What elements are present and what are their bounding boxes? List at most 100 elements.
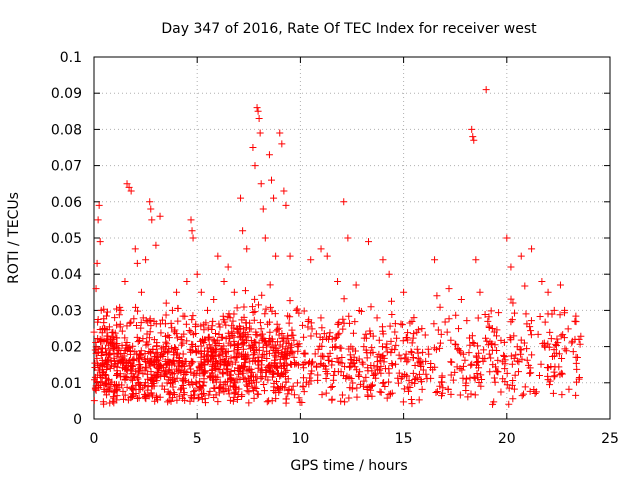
data-point — [92, 285, 100, 293]
data-point — [131, 245, 139, 253]
data-point — [246, 319, 254, 327]
data-point — [514, 368, 522, 376]
data-point — [495, 309, 503, 317]
data-point — [204, 356, 212, 364]
data-point — [96, 238, 104, 246]
data-point — [419, 348, 427, 356]
data-point — [493, 332, 501, 340]
data-point — [210, 384, 218, 392]
data-point — [525, 361, 533, 369]
data-point — [319, 336, 327, 344]
data-point — [229, 397, 237, 405]
data-point — [143, 338, 151, 346]
data-point — [225, 390, 233, 398]
data-point — [451, 368, 459, 376]
data-point — [527, 327, 535, 335]
data-point — [431, 256, 439, 264]
data-point — [561, 345, 569, 353]
data-point — [472, 256, 480, 264]
data-point — [241, 287, 249, 295]
data-point — [334, 358, 342, 366]
data-point — [407, 395, 415, 403]
data-point — [98, 349, 106, 357]
data-point — [252, 339, 260, 347]
data-point — [300, 388, 308, 396]
data-point — [259, 330, 267, 338]
data-point — [211, 329, 219, 337]
data-point — [189, 234, 197, 242]
data-point — [126, 343, 134, 351]
data-point — [113, 321, 121, 329]
data-point — [363, 349, 371, 357]
data-point — [215, 389, 223, 397]
data-point — [147, 348, 155, 356]
data-point — [407, 348, 415, 356]
data-point — [535, 372, 543, 380]
data-point — [358, 358, 366, 366]
data-point — [142, 341, 150, 349]
data-point — [499, 375, 507, 383]
data-point — [377, 353, 385, 361]
data-point — [147, 322, 155, 330]
data-point — [203, 351, 211, 359]
data-point — [111, 357, 119, 365]
data-point — [92, 343, 100, 351]
data-point — [141, 393, 149, 401]
data-point — [286, 252, 294, 260]
data-point — [133, 355, 141, 363]
data-point — [254, 107, 262, 115]
data-point — [188, 347, 196, 355]
data-point — [122, 363, 130, 371]
data-point — [210, 296, 218, 304]
data-point — [228, 328, 236, 336]
data-point — [188, 227, 196, 235]
data-point — [183, 277, 191, 285]
data-point — [205, 391, 213, 399]
data-point — [235, 364, 243, 372]
data-point — [219, 370, 227, 378]
data-point — [170, 328, 178, 336]
data-point — [368, 344, 376, 352]
data-point — [189, 358, 197, 366]
data-point — [438, 389, 446, 397]
data-point — [378, 343, 386, 351]
data-point — [316, 342, 324, 350]
data-point — [511, 309, 519, 317]
data-point — [245, 366, 253, 374]
data-point — [152, 350, 160, 358]
data-point — [148, 377, 156, 385]
data-point — [503, 369, 511, 377]
data-point — [403, 334, 411, 342]
data-point — [178, 363, 186, 371]
data-point — [174, 367, 182, 375]
data-point — [400, 385, 408, 393]
data-point — [573, 365, 581, 373]
data-point — [377, 362, 385, 370]
y-tick-label: 0.08 — [51, 122, 82, 138]
data-point — [387, 390, 395, 398]
data-point — [349, 379, 357, 387]
data-point — [468, 360, 476, 368]
data-point — [191, 323, 199, 331]
data-point — [406, 383, 414, 391]
data-point — [311, 350, 319, 358]
data-point — [129, 386, 137, 394]
data-point — [305, 360, 313, 368]
data-point — [238, 340, 246, 348]
data-point — [109, 397, 117, 405]
data-point — [544, 288, 552, 296]
data-point — [279, 370, 287, 378]
data-point — [221, 349, 229, 357]
y-tick-label: 0.05 — [51, 231, 82, 247]
data-point — [487, 354, 495, 362]
data-point — [317, 245, 325, 253]
data-point — [245, 388, 253, 396]
data-point — [466, 341, 474, 349]
data-point — [557, 369, 565, 377]
data-point — [395, 351, 403, 359]
data-point — [530, 386, 538, 394]
data-point — [356, 368, 364, 376]
data-point — [130, 315, 138, 323]
data-point — [204, 347, 212, 355]
data-point — [263, 355, 271, 363]
